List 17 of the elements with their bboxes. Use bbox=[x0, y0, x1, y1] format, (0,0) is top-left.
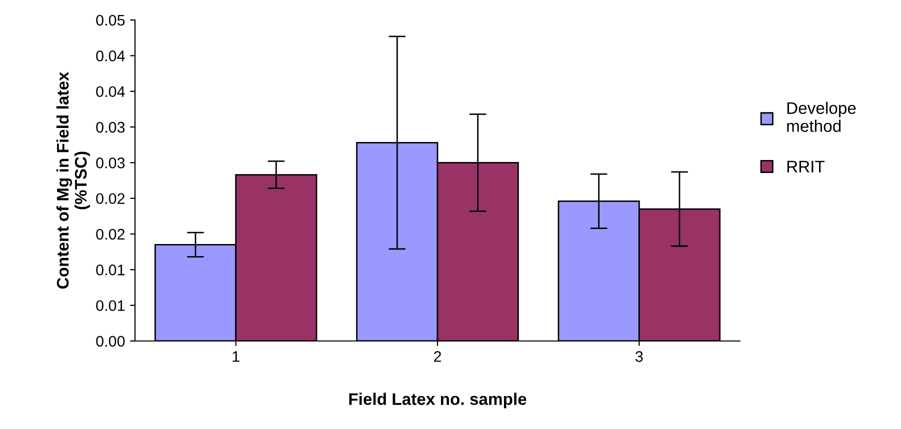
x-tick-label: 3 bbox=[636, 351, 643, 362]
y-tick-label: 0.01 bbox=[96, 264, 125, 276]
x-axis-title: Field Latex no. sample bbox=[349, 392, 526, 408]
legend-label: RRIT bbox=[787, 160, 825, 172]
y-tick-label: 0.01 bbox=[96, 300, 125, 312]
y-tick-label: 0.04 bbox=[96, 50, 125, 62]
y-tick-label: 0.00 bbox=[96, 336, 125, 347]
y-tick-label: 0.03 bbox=[96, 122, 125, 133]
y-tick-label: 0.04 bbox=[96, 86, 125, 98]
y-axis-title: Content of Mg in Field latex (%TSC) bbox=[56, 72, 90, 289]
y-tick-label: 0.05 bbox=[96, 14, 125, 26]
x-tick-label: 1 bbox=[232, 351, 240, 362]
y-tick-label: 0.02 bbox=[96, 193, 125, 204]
legend-label: Develope method bbox=[787, 102, 856, 132]
x-tick-label: 2 bbox=[434, 351, 441, 362]
y-tick-label: 0.02 bbox=[96, 228, 125, 240]
y-tick-label: 0.03 bbox=[96, 158, 125, 168]
